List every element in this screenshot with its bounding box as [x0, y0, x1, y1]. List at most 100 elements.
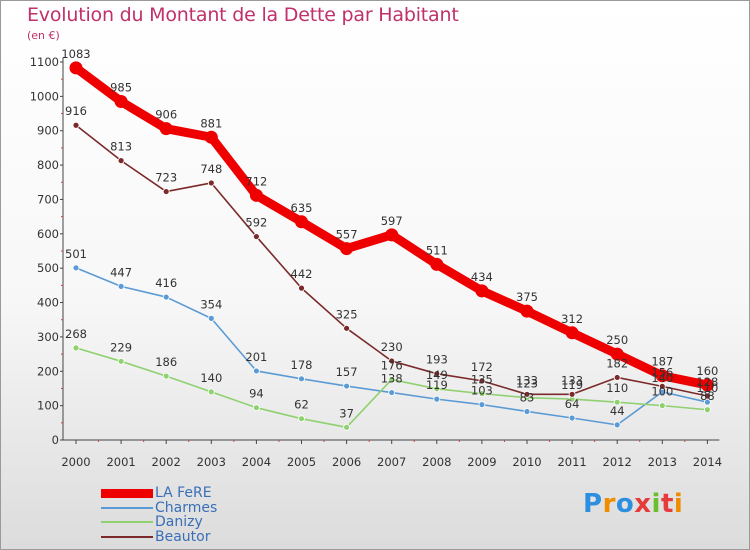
data-label: 416	[155, 276, 177, 290]
x-tick-label: 2006	[332, 455, 361, 469]
y-tick-label: 900	[37, 124, 59, 138]
data-point	[207, 388, 215, 396]
data-point	[162, 293, 170, 301]
y-tick-label: 800	[37, 158, 59, 172]
data-label: 906	[155, 108, 177, 122]
data-label: 182	[606, 356, 628, 370]
data-point	[207, 314, 215, 322]
data-point	[72, 344, 80, 352]
data-label: 160	[696, 364, 718, 378]
y-tick-label: 200	[37, 364, 59, 378]
x-tick-label: 2010	[512, 455, 541, 469]
chart-title: Evolution du Montant de la Dette par Hab…	[27, 4, 459, 26]
logo-letter: i	[673, 489, 684, 519]
data-point	[388, 357, 396, 365]
data-point	[117, 282, 125, 290]
data-label: 135	[471, 373, 493, 387]
data-label: 748	[200, 162, 222, 176]
data-label: 268	[65, 327, 87, 341]
data-label: 110	[606, 381, 628, 395]
legend-swatch	[101, 535, 153, 538]
data-label: 37	[339, 406, 354, 420]
data-label: 94	[249, 387, 264, 401]
data-point	[478, 401, 486, 409]
data-point	[117, 357, 125, 365]
data-label: 156	[651, 365, 673, 379]
data-point	[298, 375, 305, 383]
data-label: 88	[700, 389, 715, 403]
data-point	[69, 61, 83, 75]
data-point	[568, 414, 576, 422]
data-point	[249, 188, 263, 202]
legend-item: Danizy	[101, 515, 217, 530]
x-tick-label: 2004	[242, 455, 271, 469]
y-tick-label: 100	[37, 399, 59, 413]
y-tick-label: 1000	[30, 89, 59, 103]
y-tick-label: 0	[52, 433, 59, 447]
data-point	[72, 264, 80, 272]
y-tick-label: 1100	[30, 55, 59, 69]
data-label: 44	[610, 404, 625, 418]
data-label: 447	[110, 265, 132, 279]
data-label: 557	[336, 228, 358, 242]
data-point	[162, 188, 170, 195]
data-label: 187	[651, 355, 673, 369]
data-point	[340, 242, 354, 256]
data-point	[613, 374, 621, 381]
legend-label: LA FeRE	[155, 485, 212, 502]
logo-letter: t	[660, 489, 674, 519]
data-label: 123	[516, 377, 538, 391]
data-label: 64	[565, 397, 580, 411]
data-point	[388, 376, 396, 383]
data-label: 103	[471, 384, 493, 398]
legend-swatch	[101, 488, 153, 498]
y-tick-label: 700	[37, 192, 59, 206]
data-point	[433, 385, 441, 393]
data-label: 1083	[61, 47, 90, 61]
data-label: 140	[200, 371, 222, 385]
data-label: 325	[336, 307, 358, 321]
data-label: 881	[200, 116, 222, 130]
legend-swatch	[101, 506, 153, 509]
data-point	[430, 257, 444, 271]
data-label: 354	[200, 297, 222, 311]
y-tick-label: 500	[37, 261, 59, 275]
data-label: 375	[516, 290, 538, 304]
x-tick-label: 2007	[377, 455, 406, 469]
data-point	[700, 378, 714, 392]
data-point	[204, 130, 218, 144]
data-point	[610, 347, 624, 361]
data-point	[159, 122, 173, 136]
data-point	[565, 326, 579, 340]
data-point	[114, 95, 128, 109]
data-label: 712	[245, 174, 267, 188]
data-label: 592	[245, 216, 267, 230]
legend-item: LA FeRE	[101, 486, 217, 501]
data-label: 128	[696, 375, 718, 389]
data-point	[388, 389, 396, 396]
data-point	[117, 157, 125, 165]
data-label: 193	[426, 353, 448, 367]
x-tick-label: 2002	[152, 455, 181, 469]
data-label: 312	[561, 312, 583, 326]
data-point	[252, 367, 260, 375]
legend: LA FeRE Charmes Danizy Beautor	[101, 486, 217, 544]
data-point	[523, 408, 531, 415]
data-point	[658, 382, 666, 390]
data-point	[252, 404, 260, 412]
logo-letter: i	[651, 489, 661, 519]
data-label: 723	[155, 171, 177, 185]
data-point	[478, 377, 486, 385]
data-label: 149	[426, 368, 448, 382]
data-label: 100	[651, 385, 673, 399]
data-point	[658, 402, 666, 410]
data-label: 133	[561, 373, 583, 387]
data-label: 157	[336, 365, 358, 379]
data-label: 229	[110, 340, 132, 354]
data-label: 635	[291, 201, 313, 215]
data-label: 916	[65, 104, 87, 118]
x-tick-label: 2014	[693, 455, 722, 469]
data-label: 119	[426, 378, 448, 392]
